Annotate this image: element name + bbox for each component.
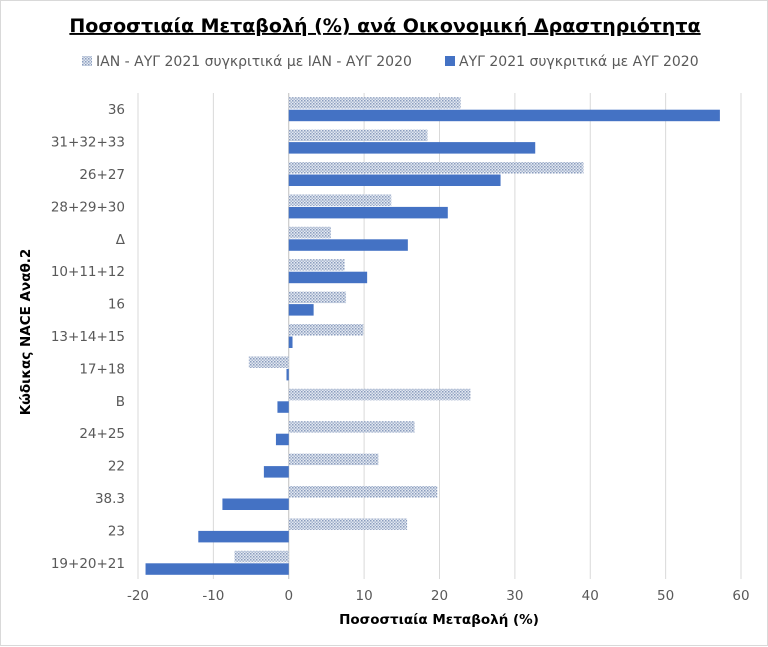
- bar-series-2: [263, 466, 289, 478]
- y-axis-title: Κώδικας NACE Αναθ.2: [18, 249, 34, 416]
- x-tick-label: 10: [356, 588, 373, 604]
- bar-series-1: [288, 486, 438, 498]
- bar-series-1: [288, 97, 461, 109]
- bar-series-1: [288, 388, 471, 401]
- bar-series-1: [288, 259, 345, 271]
- bar-series-1: [288, 194, 392, 206]
- legend: ΙΑΝ - ΑΥΓ 2021 συγκριτικά με ΙΑΝ - ΑΥΓ 2…: [82, 54, 699, 70]
- x-tick-label: 60: [732, 588, 749, 604]
- x-axis-title: Ποσοστιαία Μεταβολή (%): [339, 612, 539, 628]
- x-tick-label: 0: [284, 588, 293, 604]
- bar-series-1: [288, 421, 415, 433]
- bar-series-2: [288, 239, 408, 251]
- y-tick-label: 22: [108, 459, 125, 475]
- y-tick-label: 38.3: [95, 491, 125, 507]
- legend-swatch-series-1: [82, 56, 92, 66]
- bar-series-2: [277, 401, 289, 413]
- bar-series-1: [288, 226, 331, 239]
- bar-series-1: [288, 324, 364, 336]
- bar-series-2: [145, 563, 289, 575]
- x-tick-label: 20: [431, 588, 448, 604]
- y-tick-label: 26+27: [79, 167, 125, 183]
- bar-series-2: [288, 174, 501, 186]
- bar-series-2: [222, 498, 289, 510]
- y-axis-tick-labels: 36 31+32+33 26+27 28+29+30 Δ 10+11+12 16 13+14+…: [51, 102, 126, 572]
- bar-series-1: [288, 453, 379, 466]
- y-tick-label: 28+29+30: [51, 199, 125, 215]
- bar-series-2: [288, 109, 720, 122]
- bar-series-1: [288, 162, 584, 174]
- y-tick-label: 23: [108, 523, 125, 539]
- x-tick-label: -20: [127, 588, 149, 604]
- x-tick-label: 40: [582, 588, 599, 604]
- x-axis-tick-labels: -20 -10 0 10 20 30 40 50 60: [127, 588, 750, 604]
- y-tick-label: 31+32+33: [51, 135, 125, 151]
- legend-swatch-series-2: [445, 56, 455, 66]
- bar-series-2: [288, 142, 536, 154]
- legend-label-series-1: ΙΑΝ - ΑΥΓ 2021 συγκριτικά με ΙΑΝ - ΑΥΓ 2…: [96, 54, 412, 70]
- bar-series-2: [275, 433, 289, 446]
- bars: [145, 97, 720, 575]
- bar-series-2: [286, 368, 289, 381]
- bar-series-2: [288, 336, 293, 348]
- gridlines: [137, 93, 742, 579]
- bar-series-2: [288, 304, 314, 316]
- y-tick-label: 19+20+21: [51, 556, 125, 572]
- y-tick-label: 24+25: [79, 426, 125, 442]
- bar-series-1: [234, 550, 289, 563]
- y-tick-label: Δ: [116, 232, 126, 248]
- bar-series-1: [288, 291, 347, 304]
- bar-series-2: [198, 530, 289, 543]
- y-tick-label: 10+11+12: [51, 264, 125, 280]
- legend-label-series-2: ΑΥΓ 2021 συγκριτικά με ΑΥΓ 2020: [459, 54, 699, 70]
- y-tick-label: 17+18: [79, 361, 125, 377]
- bar-series-2: [288, 271, 368, 284]
- y-tick-label: 13+14+15: [51, 329, 125, 345]
- x-tick-label: 30: [506, 588, 523, 604]
- x-tick-label: 50: [657, 588, 674, 604]
- bar-series-1: [288, 518, 408, 530]
- bar-series-1: [248, 356, 289, 368]
- x-tick-label: -10: [202, 588, 224, 604]
- y-tick-label: Β: [116, 394, 125, 410]
- chart-title: Ποσοστιαία Μεταβολή (%) ανά Οικονομική Δ…: [69, 15, 700, 37]
- y-tick-label: 36: [108, 102, 125, 118]
- bar-series-1: [288, 129, 428, 142]
- bar-series-2: [288, 206, 448, 219]
- y-tick-label: 16: [108, 297, 125, 313]
